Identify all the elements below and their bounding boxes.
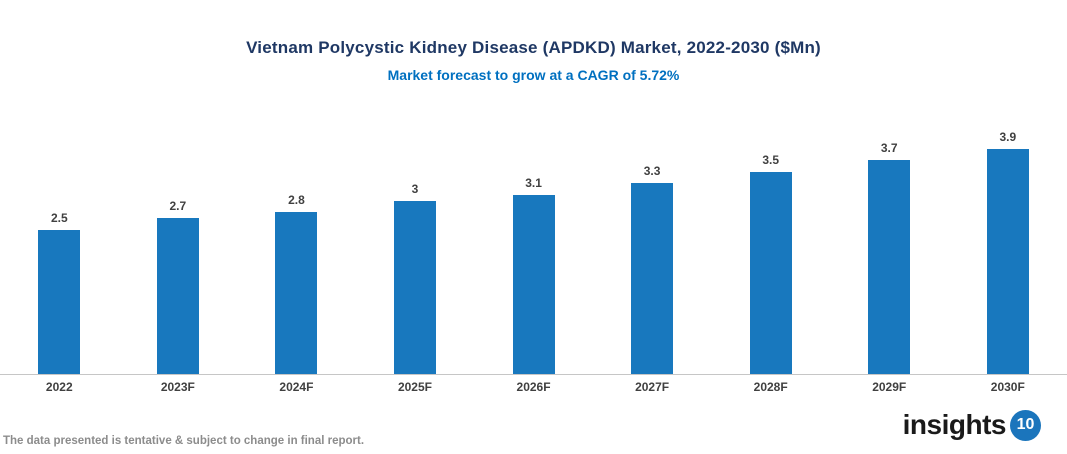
bar-slot: 2.8 <box>237 114 356 374</box>
bar-slot: 2.7 <box>119 114 238 374</box>
bar-slot: 3.1 <box>474 114 593 374</box>
bar-slot: 3 <box>356 114 475 374</box>
bar-slot: 2.5 <box>0 114 119 374</box>
bar <box>868 160 911 374</box>
chart-header: Vietnam Polycystic Kidney Disease (APDKD… <box>0 38 1067 83</box>
x-axis-tick-label: 2026F <box>516 380 551 394</box>
bar-value-label: 3.7 <box>880 141 898 156</box>
x-axis-tick-label: 2027F <box>635 380 670 394</box>
x-axis-tick-label: 2025F <box>397 380 432 394</box>
x-axis-tick-label: 2028F <box>753 380 788 394</box>
chart-title: Vietnam Polycystic Kidney Disease (APDKD… <box>246 38 821 57</box>
bar-slot: 3.9 <box>949 114 1067 374</box>
x-axis-tick-label: 2029F <box>872 380 907 394</box>
bar-value-label: 3.9 <box>999 129 1017 144</box>
bar <box>986 148 1029 374</box>
x-axis-tick-label: 2022 <box>45 380 73 394</box>
disclaimer-note: The data presented is tentative & subjec… <box>3 435 365 447</box>
bar-value-label: 3 <box>411 181 419 196</box>
bar-value-label: 2.5 <box>50 210 68 225</box>
bar-slot: 3.5 <box>711 114 830 374</box>
bar-slot: 3.7 <box>830 114 949 374</box>
insights10-logo: insights 10 <box>903 409 1041 441</box>
plot-area: 2.5 2.7 2.8 3 3.1 3.3 3.5 3.7 3.9 <box>0 114 1067 375</box>
bar <box>512 194 555 374</box>
bar-slot: 3.3 <box>593 114 712 374</box>
bar <box>631 183 674 374</box>
bar <box>275 212 318 374</box>
chart-subtitle: Market forecast to grow at a CAGR of 5.7… <box>387 67 680 83</box>
bar <box>156 218 199 374</box>
logo-badge-circle: 10 <box>1010 409 1041 441</box>
bar-value-label: 2.8 <box>288 193 305 208</box>
x-axis-tick-label: 2030F <box>990 380 1025 394</box>
bar <box>38 229 81 374</box>
bar <box>393 200 436 374</box>
x-axis-labels: 2022 2023F 2024F 2025F 2026F 2027F 2028F 2029F 2… <box>0 380 1067 394</box>
logo-text: insights <box>902 409 1007 440</box>
bar-value-label: 3.1 <box>525 175 542 190</box>
bar-value-label: 3.5 <box>762 152 779 167</box>
bar-value-label: 2.7 <box>169 199 187 213</box>
x-axis-tick-label: 2023F <box>160 380 195 394</box>
bar <box>749 171 792 374</box>
x-axis-tick-label: 2024F <box>279 380 314 394</box>
bars-track: 2.5 2.7 2.8 3 3.1 3.3 3.5 3.7 3.9 <box>0 114 1067 374</box>
bar-value-label: 3.3 <box>643 164 661 179</box>
